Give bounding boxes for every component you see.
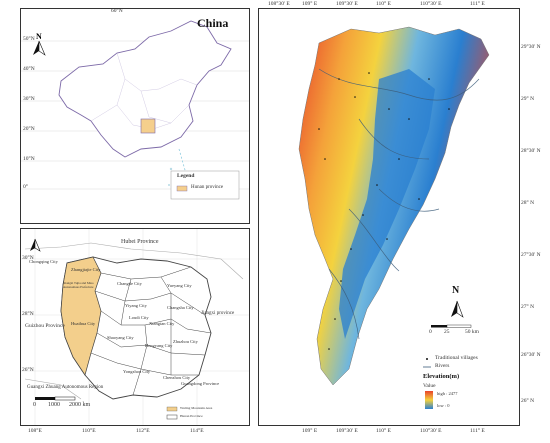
dem-bottom-label-2: 110° E: [376, 428, 391, 434]
city-xiangtan: Xiangtan City: [149, 321, 175, 326]
lon-label-108: 108°E: [28, 428, 42, 434]
china-overview-panel: N China 60°N 50°N 40°N 30°N 20°N 10°N 0°…: [20, 8, 250, 224]
lat-label-20: 20°N: [23, 126, 35, 132]
north-arrow-icon: [30, 238, 41, 252]
north-label: N: [452, 285, 460, 296]
elevation-high-label: high : 2477: [437, 391, 458, 396]
scale-label-2000: 2000 km: [69, 402, 91, 408]
city-zhuzhou: Zhuzhou City: [173, 339, 198, 344]
hunan-highlight: [140, 118, 156, 134]
dem-right-label-5: 27° N: [521, 304, 535, 310]
north-arrow-icon: N: [33, 32, 46, 56]
north-arrow-icon: [451, 300, 464, 318]
dem-bottom-label-4: 111° E: [470, 428, 485, 434]
lat-label-50: 50°N: [23, 36, 35, 42]
lat-label-26: 26°N: [22, 367, 34, 373]
lon-label-112: 112°E: [136, 428, 150, 434]
china-map: N: [21, 20, 249, 200]
city-xiangxi: Xiangxi Tujia and Miao Autonomous Prefec…: [63, 281, 94, 289]
hunan-province-panel: 30°N 28°N 26°N Hubei Province Chongqing …: [20, 228, 250, 426]
top-lon-label: 60°N: [111, 8, 123, 14]
legend-wuling-label: Wuling Mountain Area: [180, 406, 213, 410]
city-huaihua: Huaihua City: [71, 321, 96, 326]
dem-right-label-0: 29°30' N: [521, 44, 541, 50]
lat-label-40: 40°N: [23, 66, 35, 72]
elevation-title: Elevation(m): [423, 373, 460, 380]
dem-map: [298, 26, 490, 409]
neighbor-jiangxi: Jiangxi province: [201, 311, 235, 316]
legend-title: Legend: [177, 173, 195, 179]
neighbor-guangdong: Guangdong Province: [181, 381, 220, 386]
dem-right-label-4: 27°30' N: [521, 252, 541, 258]
neighbor-hubei: Hubei Province: [121, 239, 159, 245]
elevation-color-bar: [425, 391, 433, 409]
city-changde: Changde City: [117, 281, 142, 286]
scale-label-50: 50 km: [465, 329, 479, 335]
china-outline: [58, 20, 232, 158]
scale-label-1000: 1000: [48, 402, 60, 408]
elevation-value-label: Value: [423, 383, 436, 389]
legend-village-dot: [426, 358, 428, 360]
legend-hunan-label: Hunan Province: [180, 414, 203, 418]
scale-bar: [431, 324, 472, 328]
lat-label-30: 30°N: [22, 255, 34, 261]
lat-label-30: 30°N: [23, 96, 35, 102]
dem-top-label-5: 111° E: [470, 1, 485, 7]
dem-right-label-1: 29° N: [521, 96, 535, 102]
city-yiyang: Yiyang City: [125, 303, 147, 308]
lat-label-28: 28°N: [22, 311, 34, 317]
lat-label-10: 10°N: [23, 156, 35, 162]
scale-label-0: 0: [429, 329, 432, 335]
dem-top-label-0: 108°30' E: [268, 1, 290, 7]
legend-villages-label: Traditional villages: [435, 355, 478, 361]
city-zhangjiajie: Zhangjiajie City: [71, 267, 101, 272]
neighbor-guangxi: Guangxi Zhuang Autonomous Region: [27, 385, 104, 390]
dem-top-label-3: 110° E: [376, 1, 391, 7]
legend-hunan-swatch: [176, 185, 188, 192]
city-yongzhou: Yongzhou City: [123, 369, 151, 374]
legend-hunan-swatch: [166, 414, 178, 420]
elevation-low-label: low : 0: [437, 403, 450, 408]
dem-right-label-6: 26°30' N: [521, 352, 541, 358]
dem-bottom-label-0: 109° E: [302, 428, 318, 434]
dem-top-label-4: 110°30' E: [420, 1, 442, 7]
hunan-map: [21, 229, 249, 425]
neighbor-guizhou: Guizhou Province: [25, 323, 65, 329]
city-loudi: Loudi City: [129, 315, 149, 320]
lat-label-0: 0°: [23, 184, 28, 190]
scale-label-25: 25: [444, 329, 450, 335]
legend-rivers-label: Rivers: [435, 363, 450, 369]
dem-right-label-7: 26° N: [521, 398, 535, 404]
lon-label-114: 114°E: [190, 428, 204, 434]
dem-top-label-2: 109°30' E: [336, 1, 358, 7]
city-chenzhou: Chenzhou City: [163, 375, 191, 380]
legend-hunan-label: Hunan province: [191, 185, 224, 190]
city-yueyang: Yueyang City: [167, 283, 192, 288]
scale-label-0: 0: [33, 402, 36, 408]
dem-panel: N 0 25 50 km Traditional villages Rivers…: [258, 8, 520, 426]
legend-wuling-swatch: [166, 406, 178, 412]
city-hengyang: Hengyang City: [145, 343, 173, 348]
dem-top-label-1: 109° E: [302, 1, 318, 7]
city-changsha: Changsha City: [167, 305, 194, 310]
dem-bottom-label-1: 109°30' E: [336, 428, 358, 434]
city-shaoyang: Shaoyang City: [107, 335, 134, 340]
scale-bar: [35, 396, 76, 401]
dem-bottom-label-3: 110°30' E: [420, 428, 442, 434]
svg-text:N: N: [36, 32, 42, 41]
dem-right-label-2: 28°30' N: [521, 148, 541, 154]
lon-label-110: 110°E: [82, 428, 96, 434]
neighbor-chongqing: Chongqing City: [29, 259, 58, 264]
dem-right-label-3: 28° N: [521, 200, 535, 206]
china-title: China: [197, 16, 229, 30]
